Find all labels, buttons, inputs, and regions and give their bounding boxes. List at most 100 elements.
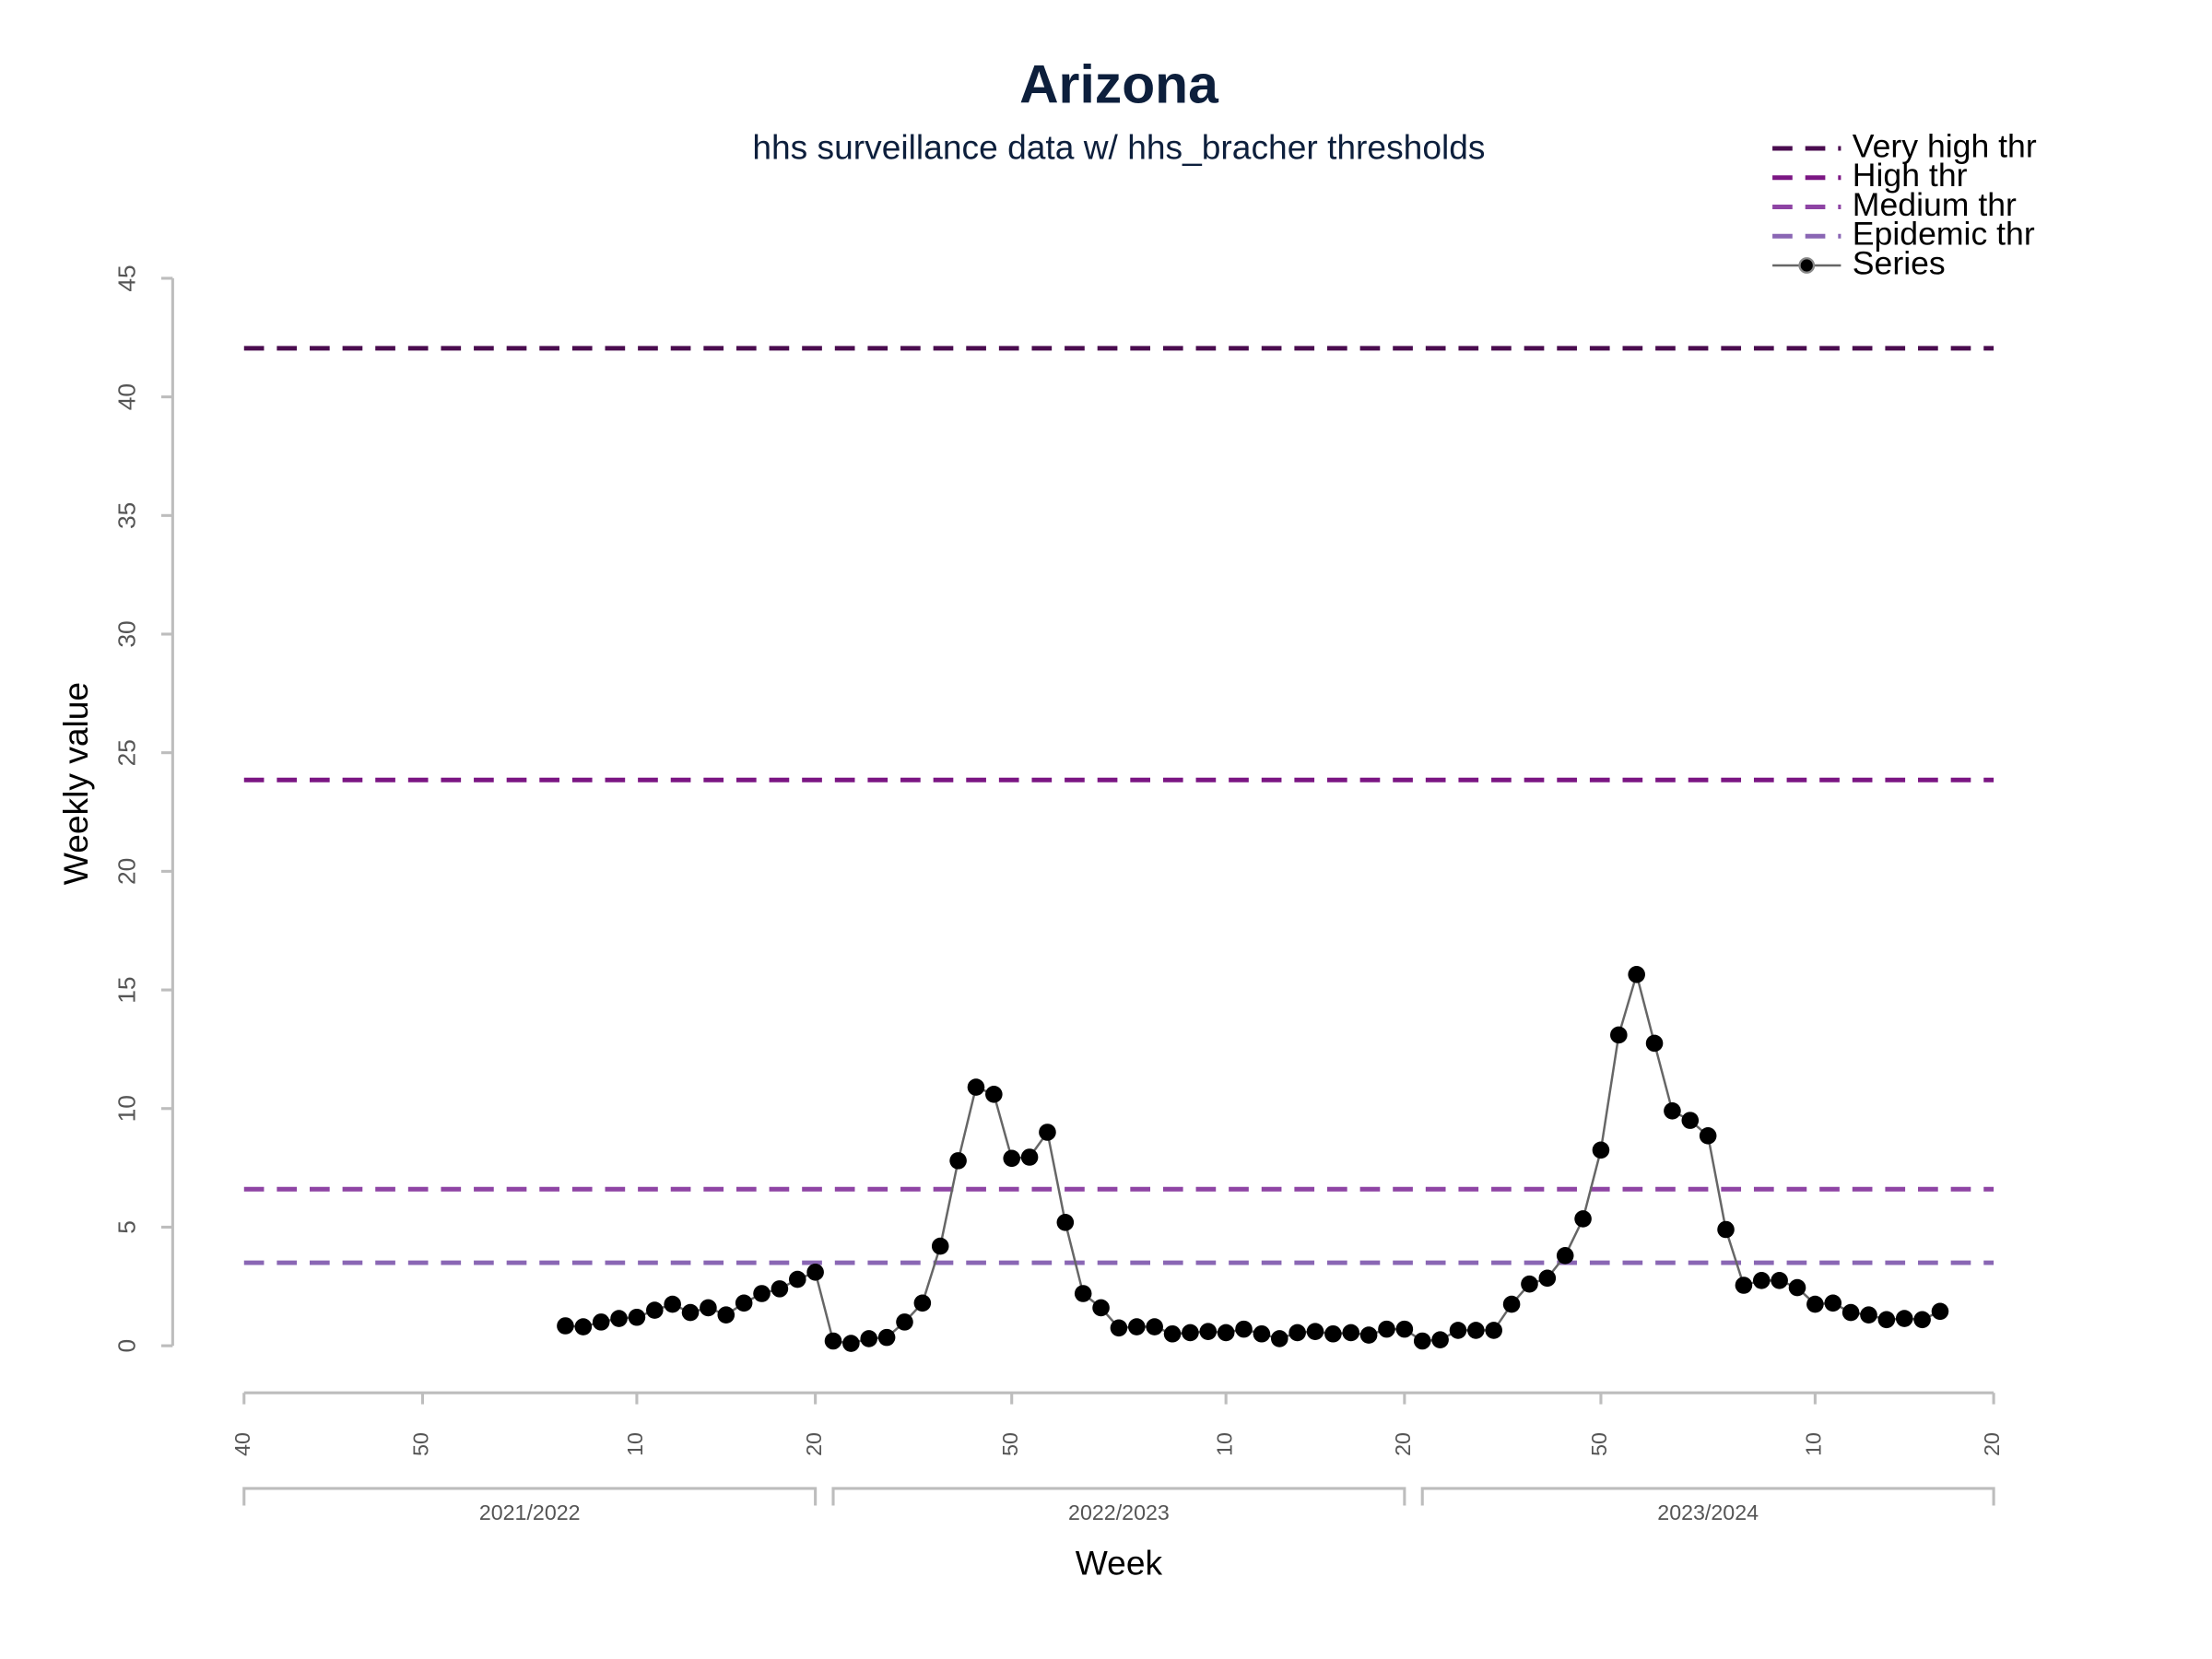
- series-point: [1502, 1295, 1521, 1313]
- y-tick-label: 15: [112, 976, 140, 1003]
- series-point: [1306, 1323, 1324, 1340]
- x-tick-label: 10: [623, 1432, 647, 1456]
- series-point: [681, 1303, 700, 1322]
- series-point: [788, 1270, 806, 1288]
- series-point: [1681, 1112, 1700, 1129]
- season-label: 2021/2022: [479, 1500, 581, 1524]
- x-tick-label: 20: [802, 1432, 826, 1456]
- series-point: [610, 1310, 628, 1327]
- series-point: [1717, 1220, 1735, 1239]
- series-point: [1592, 1141, 1610, 1159]
- series-point: [735, 1294, 753, 1312]
- season-bracket: [831, 1487, 1406, 1506]
- series-point: [1788, 1278, 1806, 1297]
- legend-label: Medium thr: [1853, 186, 2017, 223]
- series-point: [1735, 1277, 1753, 1294]
- y-tick-label: 20: [112, 858, 140, 885]
- series-point: [860, 1330, 878, 1347]
- series-point: [1395, 1320, 1414, 1338]
- y-tick-label: 30: [112, 620, 140, 647]
- series-point: [1574, 1210, 1592, 1228]
- legend-swatch-point: [1798, 257, 1816, 274]
- series-point: [1199, 1323, 1218, 1340]
- y-tick-label: 0: [112, 1339, 140, 1353]
- series-point: [1074, 1285, 1092, 1302]
- y-tick-label: 35: [112, 502, 140, 529]
- x-axis-title: Week: [1076, 1543, 1163, 1582]
- legend-label: High thr: [1853, 157, 1968, 194]
- series-point: [1824, 1294, 1842, 1312]
- series-point: [1288, 1324, 1306, 1342]
- series-point: [1752, 1272, 1771, 1289]
- x-tick-label: 10: [1802, 1432, 1826, 1456]
- series-point: [1413, 1332, 1431, 1350]
- series-point: [592, 1313, 610, 1331]
- series-point: [949, 1152, 967, 1170]
- x-tick-label: 50: [998, 1432, 1022, 1456]
- series-point: [1359, 1326, 1378, 1344]
- series-point: [1146, 1318, 1163, 1335]
- series-point: [1039, 1124, 1056, 1141]
- x-tick-label: 50: [1587, 1432, 1611, 1456]
- series-point: [1217, 1324, 1235, 1342]
- x-tick-label: 10: [1212, 1432, 1236, 1456]
- series-point: [1556, 1247, 1574, 1265]
- series-point: [700, 1299, 717, 1317]
- y-tick-label: 25: [112, 739, 140, 766]
- series-point: [1431, 1331, 1449, 1348]
- series-point: [1253, 1324, 1271, 1343]
- series-point: [985, 1086, 1003, 1103]
- series-point: [1485, 1322, 1503, 1339]
- series-point: [1003, 1149, 1021, 1168]
- x-tick-label: 20: [1980, 1432, 2004, 1456]
- chart-title: Arizona: [1019, 55, 1219, 115]
- series-point: [1806, 1295, 1824, 1313]
- series-point: [1538, 1269, 1557, 1288]
- series-point: [1342, 1324, 1360, 1342]
- series-point: [1449, 1322, 1467, 1339]
- series-point: [1895, 1310, 1913, 1327]
- series-point: [1913, 1311, 1931, 1329]
- series-point: [1378, 1320, 1395, 1338]
- season-label: 2023/2024: [1657, 1500, 1759, 1524]
- series-point: [1110, 1319, 1128, 1337]
- series-point: [1841, 1303, 1860, 1322]
- series-point: [1645, 1034, 1664, 1053]
- series-point: [1467, 1322, 1485, 1339]
- series-point: [628, 1308, 646, 1326]
- series-point: [842, 1335, 860, 1352]
- series-point: [1182, 1324, 1199, 1342]
- series-point: [1699, 1127, 1717, 1145]
- x-tick-label: 40: [230, 1432, 254, 1456]
- series-point: [877, 1328, 896, 1347]
- x-tick-label: 50: [409, 1432, 433, 1456]
- series-point: [806, 1264, 824, 1281]
- series-point: [557, 1317, 574, 1335]
- series-point: [1771, 1272, 1788, 1289]
- series-point: [664, 1295, 681, 1313]
- season-bracket: [242, 1487, 818, 1506]
- series-point: [1020, 1148, 1039, 1166]
- season-bracket: [1420, 1487, 1995, 1506]
- series-point: [1092, 1299, 1110, 1317]
- series-point: [1860, 1306, 1877, 1324]
- legend-label: Epidemic thr: [1853, 216, 2035, 253]
- series-point: [1664, 1102, 1681, 1120]
- series-point: [1270, 1330, 1288, 1347]
- series-point: [574, 1318, 593, 1335]
- y-tick-label: 45: [112, 265, 140, 291]
- series-point: [1324, 1324, 1342, 1343]
- series-point: [896, 1313, 913, 1331]
- series-point: [646, 1301, 664, 1319]
- series-point: [1628, 966, 1645, 983]
- y-tick-label: 5: [112, 1220, 140, 1234]
- series-point: [967, 1078, 985, 1096]
- season-label: 2022/2023: [1068, 1500, 1170, 1524]
- series-point: [753, 1285, 771, 1302]
- chart-subtitle: hhs surveillance data w/ hhs_bracher thr…: [752, 127, 1485, 166]
- series-point: [1610, 1026, 1628, 1044]
- y-axis-title: Weekly value: [56, 682, 95, 885]
- series-point: [1235, 1320, 1253, 1338]
